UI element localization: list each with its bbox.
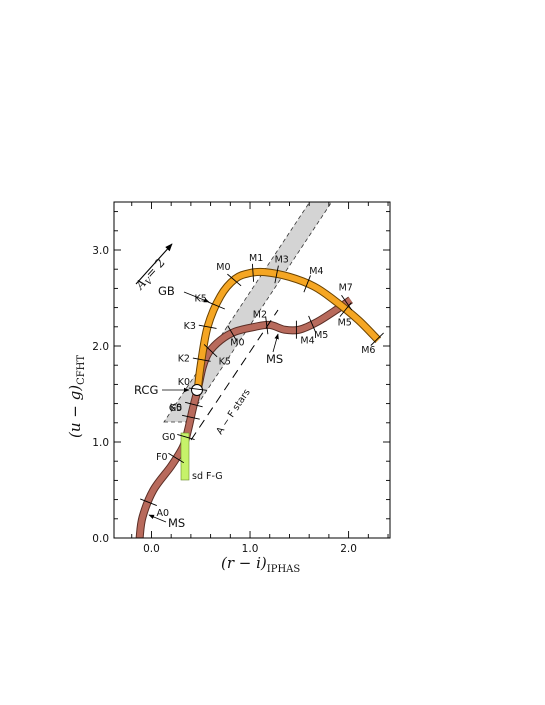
tick-gb-k2: [192, 357, 211, 362]
ms-arrow-lower: [148, 514, 167, 523]
label-gb-m6: M6: [361, 345, 375, 356]
label-ms-m4: M4: [300, 336, 314, 347]
label-ms-k5: K5: [219, 357, 231, 368]
y-tick-label: 2.0: [92, 341, 109, 353]
tick-gb-m1: [251, 263, 255, 282]
label-gb-k2: K2: [178, 354, 190, 365]
tick-gb-k0: [188, 387, 207, 391]
tick-gb-m4: [303, 275, 311, 293]
ms-annotation-upper: MS: [266, 352, 283, 366]
label-gb-k3: K3: [184, 321, 196, 332]
reddening-band: [163, 202, 333, 423]
ms-arrow-upper: [272, 333, 279, 353]
label-gb-k0: K0: [178, 377, 190, 388]
tick-ms-g0: [177, 433, 195, 441]
tick-ms-k5: [203, 344, 218, 358]
tick-ms-m7: [341, 295, 353, 311]
y-tick-label: 3.0: [92, 245, 109, 257]
label-gb-m1: M1: [249, 253, 263, 264]
af-stars-label: A − F stars: [214, 387, 252, 437]
plot-frame: [113, 201, 391, 539]
x-tick-label: 2.0: [340, 543, 357, 555]
x-tick-label: 1.0: [242, 543, 259, 555]
tick-gb-m0: [227, 273, 242, 287]
label-gb-m4: M4: [309, 266, 323, 277]
label-ms-a0: A0: [157, 508, 170, 519]
y-tick-label: 0.0: [92, 533, 109, 545]
tick-ms-k0: [184, 401, 203, 408]
gb-annotation: GB: [158, 284, 175, 298]
sd-fg-box: [180, 432, 190, 481]
label-ms-m5: M5: [314, 330, 328, 341]
label-ms-m2: M2: [253, 309, 267, 320]
label-ms-g0: G0: [162, 432, 175, 443]
label-ms-g5: G5: [169, 403, 182, 414]
tick-gb-k5: [208, 301, 225, 310]
tick-ms-m0: [227, 325, 238, 342]
tick-gb-m6: [370, 332, 384, 346]
tick-gb-m3: [274, 265, 279, 284]
x-axis-title: (r − i)IPHAS: [221, 554, 300, 575]
tick-ms-a0: [140, 498, 157, 507]
af-stars-line: [190, 309, 279, 441]
tick-ms-f0: [168, 452, 185, 464]
gb-arrow: [183, 291, 210, 303]
y-tick-label: 1.0: [92, 437, 109, 449]
tick-gb-m5: [339, 302, 352, 317]
label-gb-m5: M5: [338, 318, 352, 329]
rcg-annotation: RCG: [134, 383, 158, 397]
label-ms-m7: M7: [339, 283, 353, 294]
series-line-gb: [194, 268, 381, 390]
label-ms-m0: M0: [230, 337, 244, 348]
y-axis-title: (u − g)CFHT: [66, 355, 87, 438]
label-ms-f0: F0: [156, 452, 168, 463]
label-gb-m0: M0: [216, 262, 230, 273]
ms-annotation-lower: MS: [168, 516, 185, 530]
tick-gb-k3: [198, 324, 217, 329]
sd-fg-label: sd F-G: [192, 471, 223, 482]
label-ms-k0: K0: [170, 403, 182, 414]
tick-ms-g5: [182, 414, 200, 420]
label-gb-m3: M3: [275, 254, 289, 265]
x-tick-label: 0.0: [143, 543, 160, 555]
tick-ms-m2: [265, 316, 269, 335]
reddening-vector-arrow: [135, 243, 173, 285]
tick-ms-m5: [308, 315, 317, 333]
series-line-ms: [136, 297, 353, 538]
